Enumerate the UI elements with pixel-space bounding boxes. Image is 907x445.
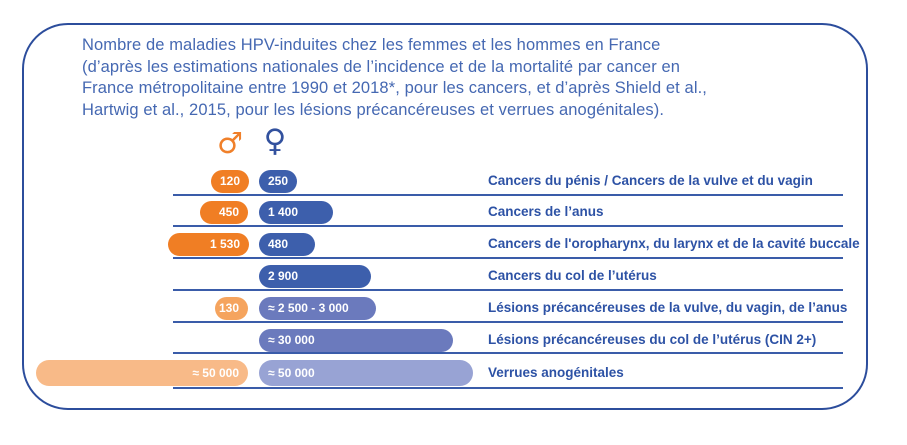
row-divider (173, 194, 843, 196)
row-divider (173, 257, 843, 259)
male-bar: ≈ 50 000 (36, 360, 248, 386)
row-divider (173, 289, 843, 291)
row-label: Cancers de l'oropharynx, du larynx et de… (488, 236, 860, 251)
row-divider (173, 321, 843, 323)
female-bar: 480 (259, 233, 315, 256)
male-bar: 130 (215, 297, 248, 320)
female-bar: 250 (259, 170, 297, 193)
row-label: Cancers du pénis / Cancers de la vulve e… (488, 173, 813, 188)
chart-frame (22, 23, 868, 410)
male-bar: 1 530 (168, 233, 249, 256)
female-bar: 2 900 (259, 265, 371, 288)
female-bar: ≈ 50 000 (259, 360, 473, 386)
chart-title-line: (d’après les estimations nationales de l… (82, 57, 681, 76)
row-label: Lésions précancéreuses du col de l’utéru… (488, 332, 817, 347)
row-label: Cancers du col de l’utérus (488, 268, 657, 283)
row-label: Verrues anogénitales (488, 365, 624, 380)
female-bar: ≈ 2 500 - 3 000 (259, 297, 376, 320)
chart-title: Nombre de maladies HPV-induites chez les… (82, 35, 707, 122)
row-divider (173, 352, 843, 354)
female-bar: ≈ 30 000 (259, 329, 453, 352)
male-bar: 120 (211, 170, 249, 193)
female-bar: 1 400 (259, 201, 333, 224)
row-label: Lésions précancéreuses de la vulve, du v… (488, 300, 848, 315)
chart-title-line: France métropolitaine entre 1990 et 2018… (82, 79, 707, 98)
male-bar: 450 (200, 201, 248, 224)
row-divider (173, 387, 843, 389)
female-symbol-icon: ♀ (263, 123, 287, 159)
row-divider (173, 225, 843, 227)
chart-title-line: Nombre de maladies HPV-induites chez les… (82, 36, 661, 54)
male-symbol-icon: ♂ (217, 126, 243, 160)
chart-title-line: Hartwig et al., 2015, pour les lésions p… (82, 101, 665, 120)
row-label: Cancers de l’anus (488, 204, 604, 219)
